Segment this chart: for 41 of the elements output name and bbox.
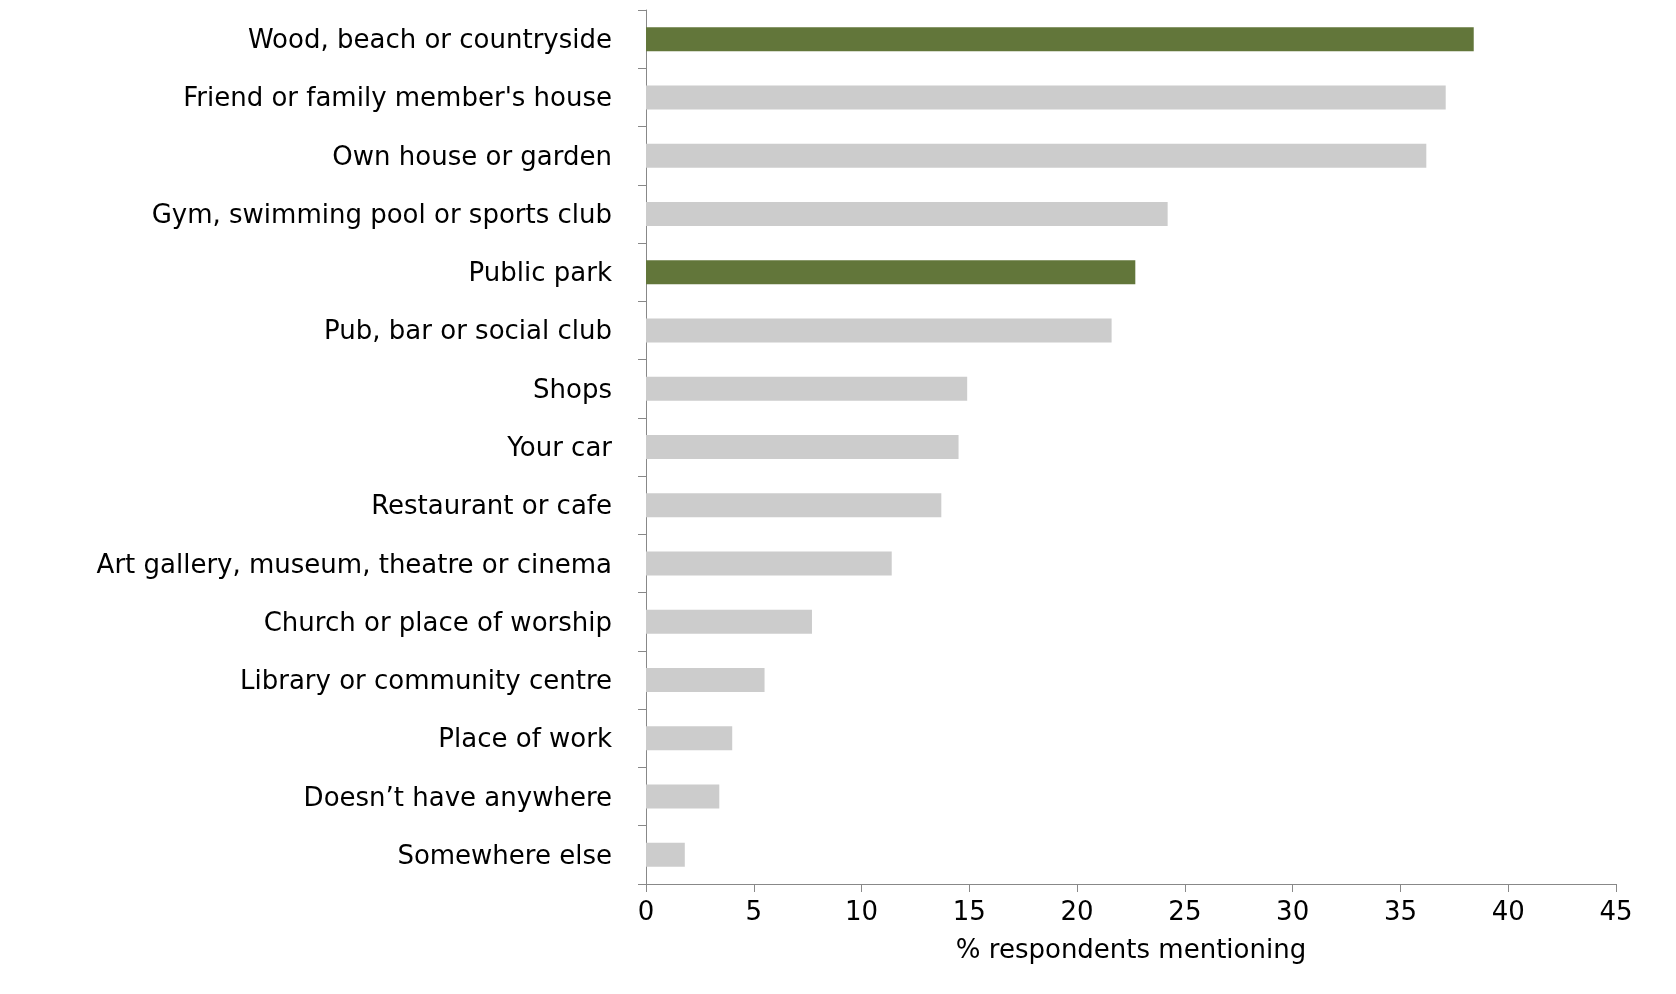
y-tick-label: Gym, swimming pool or sports club <box>151 198 612 229</box>
bar <box>646 551 892 576</box>
x-tick-label: 20 <box>1060 896 1094 926</box>
bar <box>646 85 1446 110</box>
x-axis-title: % respondents mentioning <box>955 934 1307 964</box>
y-tick-label: Own house or garden <box>332 140 612 171</box>
bar <box>646 201 1168 226</box>
y-tick-label: Friend or family member's house <box>183 82 612 113</box>
x-tick-label: 10 <box>845 896 879 926</box>
x-tick-label: 40 <box>1491 896 1525 926</box>
bar <box>646 726 733 751</box>
bar <box>646 668 765 693</box>
x-tick-label: 30 <box>1276 896 1310 926</box>
y-tick-label: Library or community centre <box>240 665 612 696</box>
x-tick-label: 25 <box>1168 896 1202 926</box>
x-tick-label: 15 <box>952 896 986 926</box>
y-tick-label: Public park <box>468 257 612 288</box>
y-tick-label: Art gallery, museum, theatre or cinema <box>96 548 612 579</box>
y-tick-label: Wood, beach or countryside <box>247 24 612 55</box>
bar <box>646 376 968 401</box>
bar <box>646 260 1136 285</box>
bar <box>646 27 1474 52</box>
y-tick-label: Restaurant or cafe <box>371 490 612 521</box>
bar <box>646 842 685 867</box>
bar <box>646 318 1112 343</box>
x-tick-label: 5 <box>745 896 763 926</box>
y-tick-label: Place of work <box>438 723 612 754</box>
y-tick-label: Somewhere else <box>397 839 612 870</box>
bar <box>646 493 942 518</box>
bar <box>646 143 1427 168</box>
x-tick-label: 35 <box>1383 896 1417 926</box>
x-tick-label: 0 <box>637 896 655 926</box>
y-tick-label: Shops <box>533 373 612 404</box>
y-tick-label: Pub, bar or social club <box>324 315 612 346</box>
y-tick-label: Doesn’t have anywhere <box>303 781 612 812</box>
y-tick-label: Church or place of worship <box>263 606 612 637</box>
bar <box>646 435 959 459</box>
bar <box>646 784 720 809</box>
y-tick-label: Your car <box>506 432 613 462</box>
bar <box>646 609 812 634</box>
x-tick-label: 45 <box>1599 896 1633 926</box>
